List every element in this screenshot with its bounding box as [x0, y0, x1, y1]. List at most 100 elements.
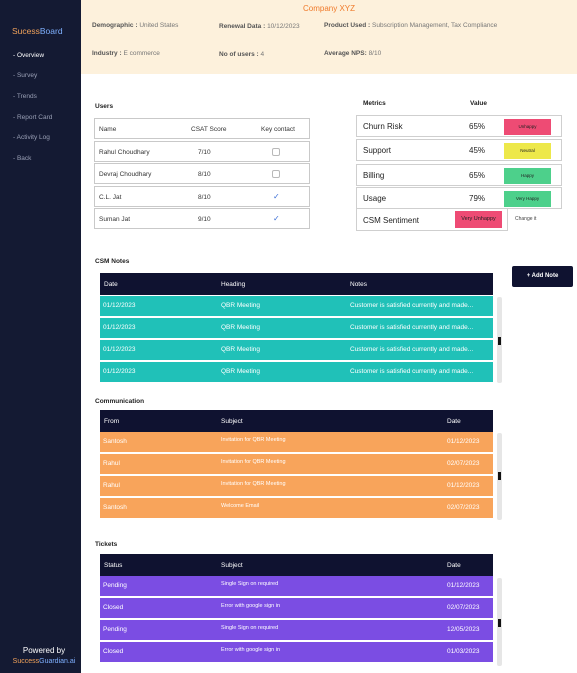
- ticket-subject: Error with google sign in: [221, 603, 281, 609]
- table-row[interactable]: Santosh Invitation for QBR Meeting 01/12…: [100, 432, 493, 452]
- industry-label: Industry :: [92, 50, 122, 57]
- table-row[interactable]: Rahul Invitation for QBR Meeting 02/07/2…: [100, 454, 493, 474]
- users-col-key-contact: Key contact: [261, 126, 295, 133]
- ticket-subject: Single Sign on required: [221, 625, 279, 631]
- comm-col-subject: Subject: [221, 418, 243, 425]
- add-note-button[interactable]: + Add Note: [512, 266, 573, 287]
- table-row[interactable]: 01/12/2023 QBR Meeting Customer is satis…: [100, 296, 493, 316]
- sidebar-item-overview[interactable]: - Overview: [13, 52, 45, 59]
- user-name: Suman Jat: [99, 216, 131, 223]
- metric-name: Usage: [363, 194, 387, 203]
- csm-notes-scroll-thumb[interactable]: [498, 337, 501, 345]
- comm-subject: Invitation for QBR Meeting: [221, 481, 286, 487]
- ticket-subject: Single Sign on required: [221, 581, 279, 587]
- tickets-title: Tickets: [95, 541, 118, 548]
- metric-value: 45%: [469, 146, 486, 155]
- footer-brand-part2: Guardian.ai: [39, 658, 76, 665]
- csm-sentiment-badge[interactable]: Very Unhappy: [455, 211, 502, 228]
- comm-date: 02/07/2023: [447, 504, 480, 511]
- key-contact-checkbox[interactable]: [272, 170, 280, 178]
- csm-notes-table-header: Date Heading Notes: [100, 273, 493, 295]
- nps-value: 8/10: [368, 50, 382, 57]
- table-row[interactable]: Pending Single Sign on required 12/05/20…: [100, 620, 493, 640]
- user-csat: 8/10: [198, 193, 211, 201]
- industry-info: Industry : E commerce: [92, 50, 160, 57]
- metric-row-usage: Usage 79% Very Happy: [356, 187, 562, 209]
- metric-row-support: Support 45% Neutral: [356, 139, 562, 161]
- ticket-date: 12/05/2023: [447, 626, 480, 633]
- metric-row-billing: Billing 65% Happy: [356, 164, 562, 186]
- metric-badge: Happy: [504, 168, 551, 184]
- metric-value: 79%: [469, 194, 486, 203]
- company-name: Company XYZ: [302, 4, 356, 13]
- notes-col-notes: Notes: [350, 281, 367, 288]
- ticket-date: 02/07/2023: [447, 604, 480, 611]
- tickets-scroll-thumb[interactable]: [498, 619, 501, 627]
- renewal-label: Renewal Data :: [219, 23, 266, 30]
- sidebar-item-survey[interactable]: - Survey: [13, 72, 38, 79]
- powered-by-label: Powered by: [22, 646, 66, 655]
- csm-notes-title: CSM Notes: [95, 258, 130, 265]
- table-row[interactable]: 01/12/2023 QBR Meeting Customer is satis…: [100, 340, 493, 360]
- comm-date: 02/07/2023: [447, 460, 480, 467]
- comm-from: Santosh: [103, 438, 127, 445]
- tickets-col-subject: Subject: [221, 562, 243, 569]
- communication-scroll-thumb[interactable]: [498, 472, 501, 480]
- note-heading: QBR Meeting: [221, 324, 261, 331]
- key-contact-checked-icon[interactable]: ✓: [273, 191, 280, 201]
- comm-subject: Invitation for QBR Meeting: [221, 459, 286, 465]
- ticket-status: Closed: [103, 604, 124, 611]
- table-row[interactable]: 01/12/2023 QBR Meeting Customer is satis…: [100, 318, 493, 338]
- sidebar-item-back[interactable]: - Back: [13, 155, 32, 162]
- table-row[interactable]: Closed Error with google sign in 02/07/2…: [100, 598, 493, 618]
- comm-date: 01/12/2023: [447, 482, 480, 489]
- tickets-table-header: Status Subject Date: [100, 554, 493, 576]
- metric-value: 65%: [469, 122, 486, 131]
- sidebar-item-activity-log[interactable]: - Activity Log: [13, 134, 50, 141]
- comm-from: Rahul: [103, 460, 120, 467]
- notes-col-heading: Heading: [221, 281, 246, 288]
- comm-subject: Invitation for QBR Meeting: [221, 437, 286, 443]
- sidebar-item-report-card[interactable]: - Report Card: [13, 114, 53, 121]
- table-row[interactable]: 01/12/2023 QBR Meeting Customer is satis…: [100, 362, 493, 382]
- user-csat: 7/10: [198, 148, 211, 156]
- change-sentiment-link[interactable]: Change it: [515, 216, 537, 222]
- table-row: Devraj Choudhary 8/10: [94, 163, 310, 184]
- table-row: Rahul Choudhary 7/10: [94, 140, 310, 162]
- metric-badge: Neutral: [504, 143, 551, 159]
- ticket-date: 01/12/2023: [447, 582, 480, 589]
- users-count-value: 4: [260, 51, 265, 58]
- users-table: Name CSAT Score Key contact Rahul Choudh…: [94, 118, 310, 231]
- footer-brand: SuccessGuardian.ai: [0, 658, 88, 665]
- users-col-name: Name: [99, 126, 117, 133]
- metric-name: Billing: [363, 171, 385, 180]
- sidebar: SucessBoard - Overview - Survey - Trends…: [0, 0, 81, 673]
- users-table-header: Name CSAT Score Key contact: [94, 118, 310, 139]
- table-row: C.L. Jat 8/10 ✓: [94, 185, 310, 207]
- key-contact-checked-icon[interactable]: ✓: [273, 214, 280, 223]
- metric-value: 65%: [469, 171, 486, 180]
- table-row[interactable]: Closed Error with google sign in 01/03/2…: [100, 642, 493, 662]
- ticket-status: Pending: [103, 582, 127, 589]
- table-row[interactable]: Pending Single Sign on required 01/12/20…: [100, 576, 493, 596]
- table-row[interactable]: Rahul Invitation for QBR Meeting 01/12/2…: [100, 476, 493, 496]
- industry-value: E commerce: [123, 50, 160, 57]
- table-row[interactable]: Santosh Welcome Email 02/07/2023: [100, 498, 493, 518]
- users-count-info: No of users : 4: [219, 51, 264, 58]
- product-label: Product Used :: [324, 22, 371, 29]
- note-text: Customer is satisfied currently and made…: [350, 302, 474, 309]
- user-csat: 8/10: [198, 171, 211, 178]
- note-heading: QBR Meeting: [221, 346, 261, 353]
- users-title: Users: [95, 103, 114, 110]
- users-col-csat: CSAT Score: [191, 126, 227, 133]
- communication-title: Communication: [95, 398, 145, 405]
- ticket-date: 01/03/2023: [447, 648, 480, 655]
- key-contact-checkbox[interactable]: [272, 147, 280, 156]
- sidebar-item-trends[interactable]: - Trends: [13, 93, 37, 100]
- comm-date: 01/12/2023: [447, 438, 480, 445]
- csm-sentiment-label: CSM Sentiment: [363, 216, 420, 225]
- ticket-status: Closed: [103, 648, 124, 655]
- demographic-info: Demographic : United States: [92, 22, 178, 29]
- comm-from: Rahul: [103, 482, 120, 489]
